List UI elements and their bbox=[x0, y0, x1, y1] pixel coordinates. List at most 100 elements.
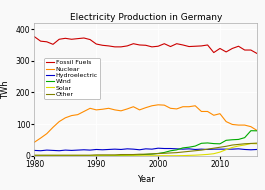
Fossil Fuels bbox=[58, 38, 61, 40]
Solar bbox=[194, 154, 197, 156]
Wind bbox=[45, 155, 48, 157]
Solar bbox=[95, 155, 98, 157]
Fossil Fuels bbox=[51, 43, 55, 45]
Wind bbox=[120, 154, 123, 157]
Wind bbox=[231, 139, 234, 141]
Wind bbox=[132, 154, 135, 156]
Solar bbox=[89, 155, 92, 157]
Hydroelectric bbox=[95, 148, 98, 151]
Wind bbox=[187, 146, 191, 148]
Wind bbox=[200, 142, 203, 144]
Line: Fossil Fuels: Fossil Fuels bbox=[34, 37, 257, 54]
Nuclear bbox=[187, 106, 191, 108]
Wind bbox=[89, 155, 92, 157]
Nuclear bbox=[243, 124, 246, 126]
Nuclear bbox=[206, 110, 209, 113]
Solar bbox=[33, 155, 36, 157]
Hydroelectric bbox=[70, 149, 73, 152]
Wind bbox=[163, 151, 166, 154]
Other bbox=[138, 153, 141, 155]
Hydroelectric bbox=[82, 149, 86, 151]
Hydroelectric bbox=[150, 148, 153, 150]
Hydroelectric bbox=[181, 148, 184, 150]
Fossil Fuels bbox=[45, 41, 48, 43]
Wind bbox=[39, 155, 42, 157]
Hydroelectric bbox=[255, 148, 259, 151]
Solar bbox=[113, 155, 116, 157]
Wind bbox=[224, 139, 228, 141]
Fossil Fuels bbox=[107, 45, 110, 47]
Fossil Fuels bbox=[39, 40, 42, 42]
Y-axis label: TWh: TWh bbox=[1, 80, 10, 99]
Fossil Fuels bbox=[144, 44, 147, 46]
Hydroelectric bbox=[218, 148, 222, 150]
Nuclear bbox=[169, 107, 172, 109]
Other bbox=[132, 153, 135, 156]
Title: Electricity Production in Germany: Electricity Production in Germany bbox=[69, 13, 222, 22]
Line: Solar: Solar bbox=[34, 144, 257, 156]
Other bbox=[163, 152, 166, 154]
Wind bbox=[255, 130, 259, 132]
Fossil Fuels bbox=[206, 44, 209, 46]
Fossil Fuels bbox=[113, 46, 116, 48]
Other bbox=[113, 154, 116, 156]
Wind bbox=[58, 155, 61, 157]
Hydroelectric bbox=[175, 148, 178, 150]
Solar bbox=[70, 155, 73, 157]
Nuclear bbox=[70, 114, 73, 117]
Solar bbox=[138, 155, 141, 157]
Wind bbox=[194, 145, 197, 147]
Other bbox=[175, 151, 178, 154]
Wind bbox=[76, 155, 79, 157]
Wind bbox=[138, 154, 141, 156]
Other bbox=[76, 154, 79, 156]
Fossil Fuels bbox=[126, 45, 129, 47]
Other bbox=[39, 154, 42, 156]
Other bbox=[187, 150, 191, 153]
Solar bbox=[120, 155, 123, 157]
Hydroelectric bbox=[194, 148, 197, 151]
Solar bbox=[126, 155, 129, 157]
Fossil Fuels bbox=[255, 52, 259, 55]
Other bbox=[89, 154, 92, 156]
Other bbox=[33, 154, 36, 156]
Solar bbox=[150, 155, 153, 157]
X-axis label: Year: Year bbox=[137, 175, 154, 184]
Other bbox=[194, 150, 197, 152]
Nuclear bbox=[218, 112, 222, 115]
Fossil Fuels bbox=[157, 45, 160, 47]
Solar bbox=[51, 155, 55, 157]
Nuclear bbox=[138, 109, 141, 111]
Wind bbox=[70, 155, 73, 157]
Solar bbox=[107, 155, 110, 157]
Hydroelectric bbox=[138, 149, 141, 151]
Fossil Fuels bbox=[82, 37, 86, 39]
Nuclear bbox=[95, 109, 98, 111]
Hydroelectric bbox=[237, 148, 240, 150]
Fossil Fuels bbox=[243, 49, 246, 51]
Solar bbox=[218, 151, 222, 153]
Wind bbox=[107, 154, 110, 157]
Nuclear bbox=[163, 104, 166, 106]
Hydroelectric bbox=[200, 148, 203, 150]
Nuclear bbox=[33, 141, 36, 143]
Fossil Fuels bbox=[101, 44, 104, 46]
Fossil Fuels bbox=[237, 45, 240, 47]
Nuclear bbox=[224, 120, 228, 123]
Solar bbox=[255, 142, 259, 145]
Wind bbox=[101, 155, 104, 157]
Hydroelectric bbox=[224, 148, 228, 150]
Nuclear bbox=[126, 108, 129, 110]
Solar bbox=[187, 154, 191, 157]
Fossil Fuels bbox=[89, 38, 92, 41]
Nuclear bbox=[200, 110, 203, 113]
Wind bbox=[175, 149, 178, 151]
Other bbox=[58, 154, 61, 156]
Nuclear bbox=[150, 105, 153, 107]
Hydroelectric bbox=[101, 149, 104, 151]
Hydroelectric bbox=[163, 147, 166, 150]
Hydroelectric bbox=[58, 150, 61, 152]
Fossil Fuels bbox=[224, 51, 228, 53]
Other bbox=[51, 154, 55, 156]
Fossil Fuels bbox=[181, 44, 184, 46]
